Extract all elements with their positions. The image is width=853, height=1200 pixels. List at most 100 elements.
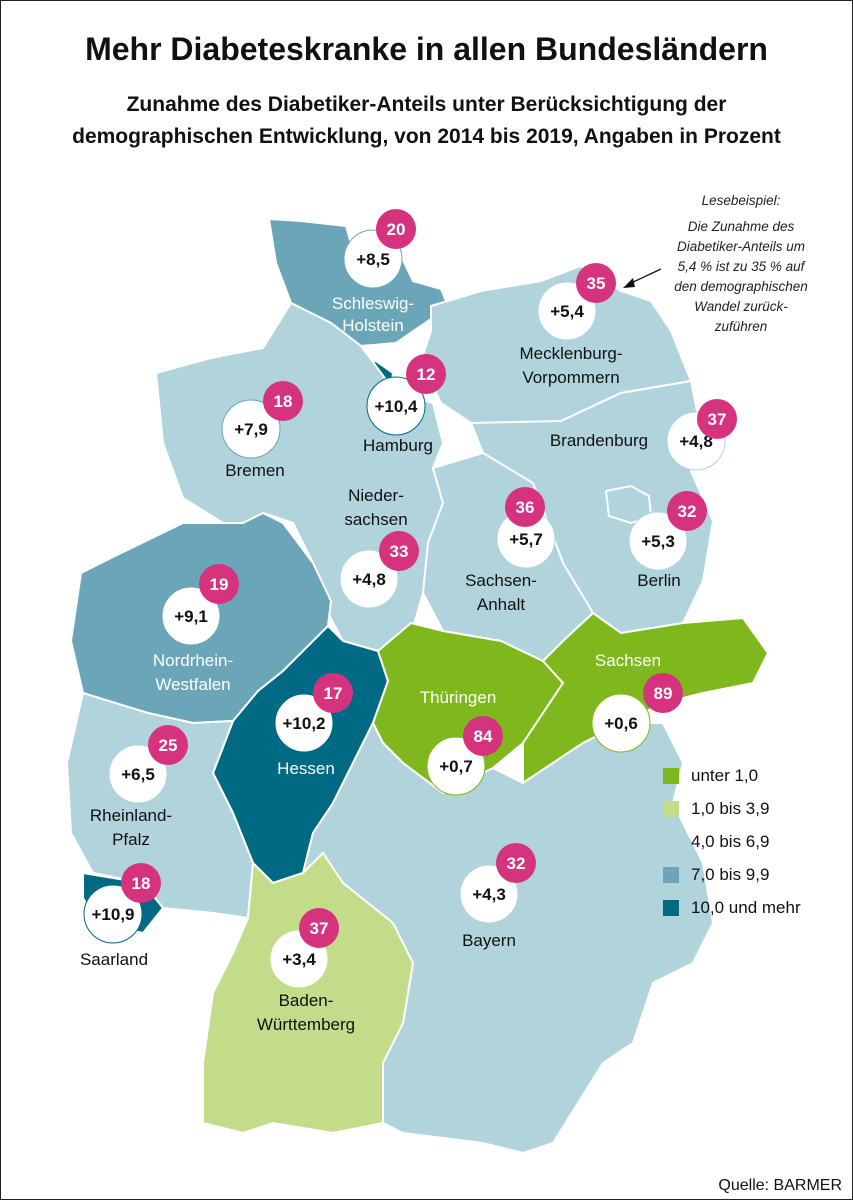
state-label: Bremen	[225, 461, 285, 480]
share-value: 33	[390, 542, 409, 561]
state-label: Berlin	[637, 571, 680, 590]
share-badge	[299, 908, 339, 948]
note-arrow	[628, 268, 662, 285]
state-label: Holstein	[342, 316, 403, 335]
share-value: 37	[708, 410, 727, 429]
state-label: Nieder-	[348, 486, 404, 505]
share-value: 32	[507, 854, 526, 873]
state-label: Bayern	[462, 931, 516, 950]
state-label: Thüringen	[420, 688, 497, 707]
share-badge	[667, 491, 707, 531]
legend-item: 7,0 bis 9,9	[663, 858, 801, 891]
change-value: +4,8	[679, 432, 713, 451]
state-label: Vorpommern	[522, 368, 619, 387]
share-value: 17	[324, 684, 343, 703]
share-value: 35	[587, 274, 606, 293]
change-value: +5,3	[641, 532, 675, 551]
change-value: +8,5	[356, 250, 390, 269]
state-label: Nordrhein-	[153, 651, 233, 670]
share-value: 18	[132, 874, 151, 893]
value-circle	[628, 511, 688, 571]
legend-label: unter 1,0	[691, 765, 759, 785]
state-label: Hessen	[277, 759, 335, 778]
change-value: +3,4	[282, 950, 316, 969]
change-value: +0,7	[439, 757, 473, 776]
change-value: +4,3	[472, 885, 506, 904]
value-circle	[591, 693, 651, 753]
share-badge	[199, 564, 239, 604]
change-value: +5,7	[509, 530, 543, 549]
share-value: 84	[474, 727, 493, 746]
state-label: Westfalen	[155, 675, 230, 694]
state-badenwuerttemberg	[202, 851, 415, 1135]
share-badge	[463, 716, 503, 756]
state-label: Mecklenburg-	[520, 344, 623, 363]
legend-swatch	[663, 899, 679, 916]
share-value: 19	[210, 575, 229, 594]
title: Mehr Diabeteskranke in allen Bundeslände…	[85, 31, 768, 67]
share-badge	[697, 399, 737, 439]
legend-swatch	[663, 767, 679, 784]
legend-label: 4,0 bis 6,9	[691, 831, 770, 851]
legend-item: 1,0 bis 3,9	[663, 792, 801, 825]
share-badge	[496, 843, 536, 883]
share-value: 25	[159, 736, 178, 755]
value-circle	[366, 376, 426, 436]
value-circle	[459, 864, 519, 924]
state-label: Sachsen-	[465, 571, 537, 590]
change-value: +10,2	[282, 714, 325, 733]
note-line: Wandel zurück-	[694, 299, 788, 314]
state-label: Brandenburg	[550, 431, 648, 450]
share-badge	[379, 531, 419, 571]
legend-item: 4,0 bis 6,9	[663, 825, 801, 858]
share-badge	[263, 381, 303, 421]
arrow-head-icon	[623, 278, 635, 288]
note-line: zuführen	[714, 319, 768, 334]
legend: unter 1,0 1,0 bis 3,9 4,0 bis 6,9 7,0 bis 9…	[663, 759, 801, 924]
legend-label: 10,0 und mehr	[691, 897, 801, 917]
share-badge	[148, 725, 188, 765]
note-heading: Lesebeispiel:	[701, 193, 781, 208]
share-badge	[376, 209, 416, 249]
legend-swatch	[663, 800, 679, 817]
value-circle	[221, 399, 281, 459]
value-circle	[339, 549, 399, 609]
note-line: 5,4 % ist zu 35 % auf	[677, 259, 805, 274]
state-label: Schleswig-	[332, 294, 414, 313]
change-value: +10,4	[374, 397, 418, 416]
source: Quelle: BARMER	[718, 1177, 842, 1194]
state-label: sachsen	[344, 510, 407, 529]
share-badge	[576, 263, 616, 303]
share-badge	[406, 354, 446, 394]
subtitle-line: Zunahme des Diabetiker-Anteils unter Ber…	[126, 93, 727, 116]
state-label: Rheinland-	[90, 806, 172, 825]
legend-label: 7,0 bis 9,9	[691, 864, 770, 884]
state-label: Saarland	[80, 950, 148, 969]
note-line: Diabetiker-Anteils um	[676, 239, 806, 254]
value-circle	[108, 744, 168, 804]
note-line: den demographischen	[674, 279, 808, 294]
state-label: Württemberg	[257, 1015, 355, 1034]
value-circle	[83, 884, 143, 944]
legend-swatch	[663, 833, 679, 850]
subtitle-line: demographischen Entwicklung, von 2014 bi…	[72, 125, 781, 148]
legend-item: unter 1,0	[663, 759, 801, 792]
state-label: Hamburg	[363, 436, 433, 455]
change-value: +0,6	[604, 714, 638, 733]
change-value: +5,4	[550, 302, 584, 321]
state-label: Pfalz	[112, 830, 150, 849]
change-value: +10,9	[91, 905, 134, 924]
state-label: Sachsen	[595, 651, 661, 670]
share-value: 20	[387, 220, 406, 239]
change-value: +7,9	[234, 420, 268, 439]
change-value: +6,5	[121, 765, 155, 784]
change-value: +9,1	[174, 607, 208, 626]
share-value: 89	[654, 684, 673, 703]
reading-example: Lesebeispiel: Die Zunahme des Diabetiker…	[641, 191, 841, 337]
share-value: 36	[516, 498, 535, 517]
value-circle	[274, 693, 334, 753]
legend-item: 10,0 und mehr	[663, 891, 801, 924]
legend-label: 1,0 bis 3,9	[691, 798, 770, 818]
